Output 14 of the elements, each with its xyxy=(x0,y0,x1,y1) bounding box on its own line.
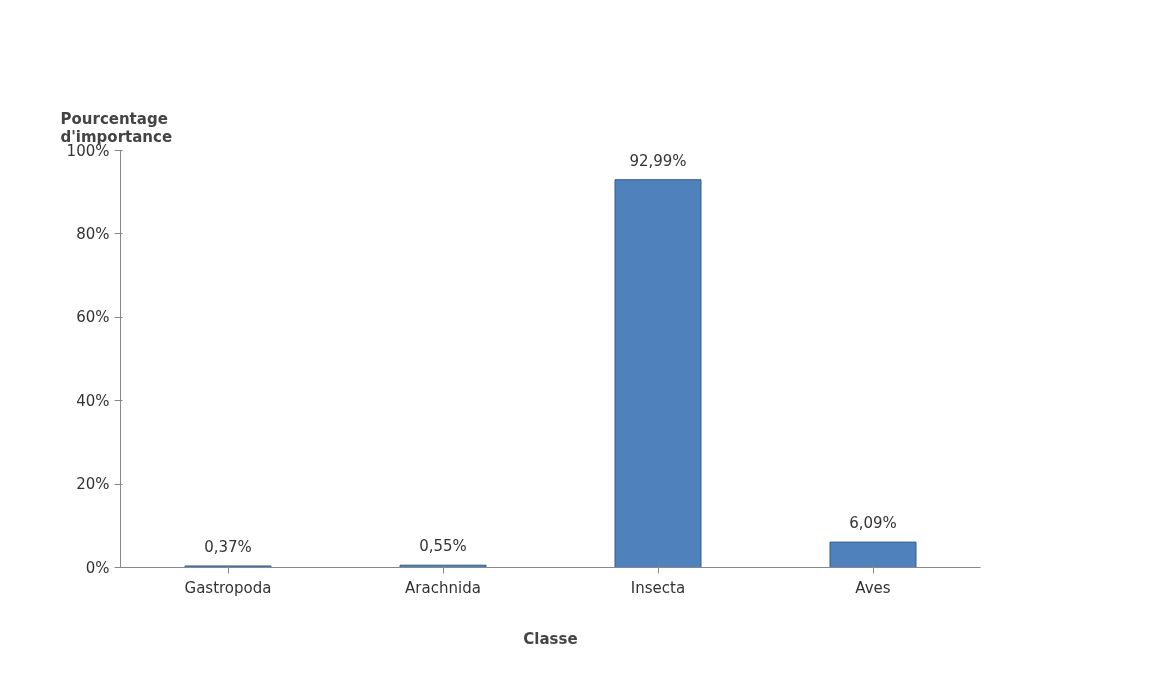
y-tick-label: 40% xyxy=(76,391,110,410)
y-tick-label: 0% xyxy=(85,558,110,577)
data-label: 92,99% xyxy=(629,151,687,170)
x-tick-label: Aves xyxy=(855,578,891,597)
data-label: 6,09% xyxy=(849,514,897,533)
y-tick-label: 80% xyxy=(76,224,110,243)
data-label: 0,37% xyxy=(204,537,252,556)
x-tick-label: Arachnida xyxy=(405,578,481,597)
y-tick-label: 20% xyxy=(76,475,110,494)
x-tick-label: Gastropoda xyxy=(184,578,272,597)
y-tick-label: 60% xyxy=(76,308,110,327)
x-axis-title: Classe xyxy=(523,629,578,648)
data-label: 0,55% xyxy=(419,537,467,556)
x-tick-label: Insecta xyxy=(630,578,686,597)
